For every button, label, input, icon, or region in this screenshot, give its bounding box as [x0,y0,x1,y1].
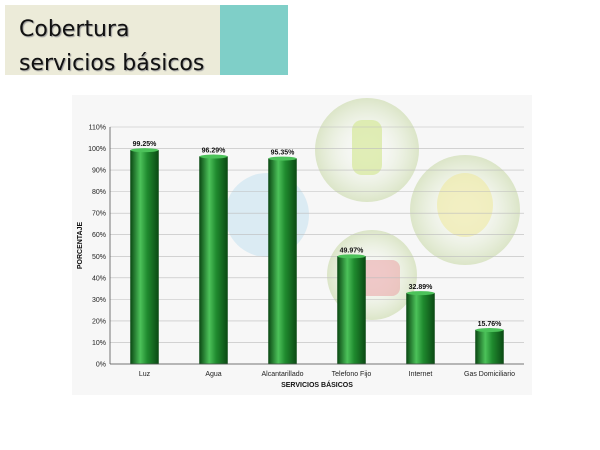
x-tick-label: Agua [205,371,221,378]
title-accent-block [220,5,288,75]
x-tick-label: Gas Domiciliario [464,371,515,378]
x-tick-label: Internet [409,371,433,378]
y-tick-label: 90% [92,168,106,175]
y-tick-label: 110% [89,125,106,132]
data-label: 15.76% [478,321,503,328]
lightbulb-shape [437,173,493,237]
gas-cylinder-shape [352,120,382,175]
y-tick-label: 80% [92,189,106,196]
bar [475,329,504,365]
data-labels: 99.25% 96.29% 95.35% 49.97% 32.89% 15.76% [133,141,503,328]
data-label: 96.29% [202,148,227,155]
data-label: 49.97% [340,247,365,254]
y-axis-label: PORCENTAJE [77,222,84,270]
slide-title-line1: Cobertura [19,17,130,42]
category-labels: Luz Agua Alcantarillado Telefono Fijo Intern… [139,371,515,378]
data-label: 32.89% [409,284,434,291]
x-tick-label: Luz [139,371,151,378]
title-box: Cobertura servicios básicos [5,5,220,76]
bar-top [406,291,435,296]
bar [337,256,366,365]
slide-title: Cobertura servicios básicos [19,13,204,81]
chart-frame: 0% 10% 20% 30% 40% 50% 60% 70% 80% 90% 100% 110% 99… [72,95,532,395]
bar-top [199,154,228,159]
x-tick-label: Alcantarillado [261,371,303,378]
bar-chart: 0% 10% 20% 30% 40% 50% 60% 70% 80% 90% 100% 110% 99… [77,98,524,389]
bar-top [130,148,159,153]
y-tick-label: 40% [92,275,106,282]
y-tick-label: 70% [92,211,106,218]
bar [406,292,435,365]
y-axis-ticks: 0% 10% 20% 30% 40% 50% 60% 70% 80% 90% 100% 110% [88,125,106,369]
y-tick-label: 50% [92,254,106,261]
y-tick-label: 30% [92,297,106,304]
slide-title-line2: servicios básicos [19,51,205,76]
bars [130,148,504,365]
bar [130,149,159,365]
data-label: 95.35% [271,150,296,157]
bar [199,156,228,365]
x-axis-label: SERVICIOS BÁSICOS [281,380,353,389]
bar-top [475,328,504,333]
bar-top [337,254,366,259]
data-label: 99.25% [133,141,158,148]
y-tick-label: 0% [96,362,106,369]
y-tick-label: 100% [88,146,106,153]
bar-top [268,156,297,161]
y-tick-label: 10% [92,340,106,347]
bar [268,158,297,365]
y-tick-label: 20% [92,318,106,325]
y-tick-label: 60% [92,232,106,239]
x-tick-label: Telefono Fijo [332,371,372,378]
